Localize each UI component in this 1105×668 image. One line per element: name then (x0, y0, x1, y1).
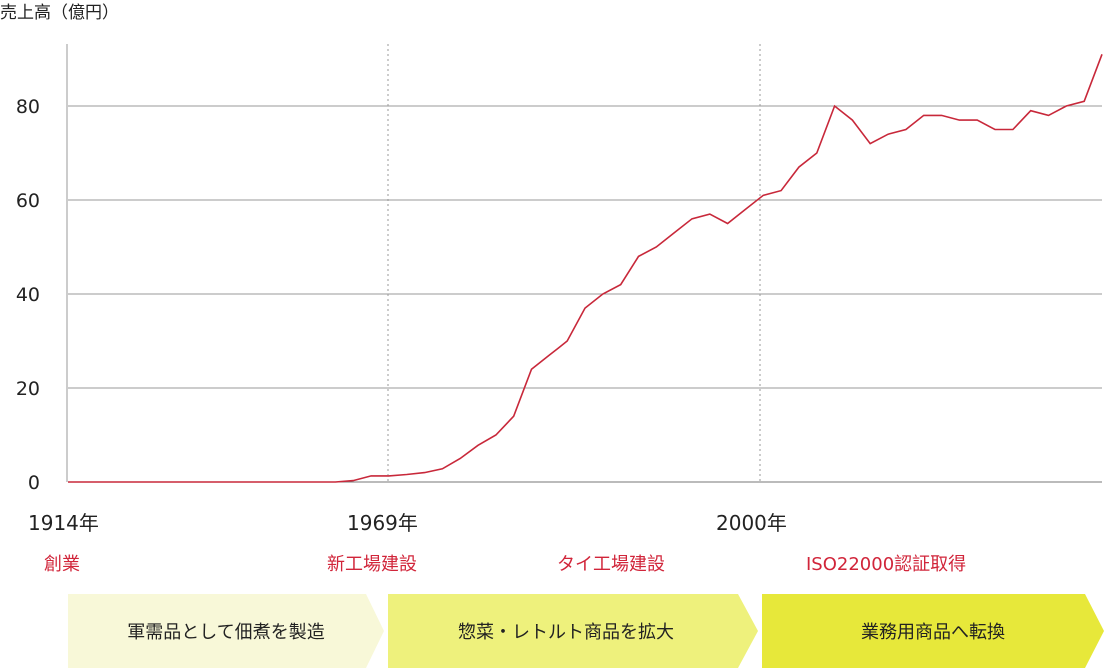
y-tick-label: 0 (28, 472, 40, 494)
phase-arrow-3 (762, 594, 1104, 668)
y-tick-label: 20 (16, 378, 40, 400)
event-thai-factory: タイ工場建設 (557, 554, 665, 575)
y-tick-label: 80 (16, 96, 40, 118)
y-tick-label: 40 (16, 284, 40, 306)
event-new-factory: 新工場建設 (327, 554, 417, 575)
event-iso22000: ISO22000認証取得 (806, 554, 966, 575)
y-axis-title: 売上高（億円） (0, 3, 119, 23)
event-founding: 創業 (44, 554, 80, 575)
phase-arrow-1 (68, 594, 384, 668)
phase-label-3: 業務用商品へ転換 (861, 622, 1005, 643)
y-tick-label: 60 (16, 190, 40, 212)
phase-arrow-2 (388, 594, 758, 668)
phase-label-2: 惣菜・レトルト商品を拡大 (458, 622, 674, 643)
year-label-1914: 1914年 (28, 511, 99, 535)
year-label-2000: 2000年 (716, 511, 787, 535)
y-tick-labels: 0 20 40 60 80 (16, 96, 40, 494)
sales-line (68, 54, 1103, 483)
phase-label-1: 軍需品として佃煮を製造 (127, 622, 324, 643)
year-label-1969: 1969年 (347, 511, 418, 535)
gridlines (68, 105, 1102, 483)
